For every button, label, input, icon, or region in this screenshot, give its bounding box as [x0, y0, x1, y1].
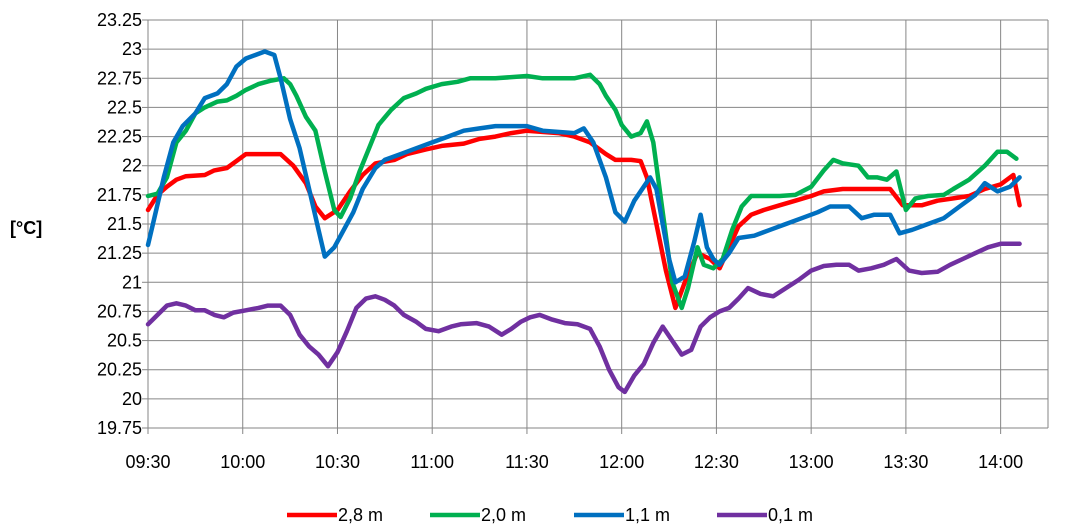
y-tick-label: 23 — [122, 39, 142, 59]
y-axis-ticks: 19.75 20 20.25 20.5 20.75 21 21.25 21.5 21.75 22 2… — [97, 10, 142, 438]
x-tick-label: 10:00 — [220, 452, 265, 472]
y-tick-label: 20.75 — [97, 301, 142, 321]
y-tick-label: 21.75 — [97, 185, 142, 205]
x-tick-label: 09:30 — [125, 452, 170, 472]
y-axis-label: [°C] — [10, 218, 42, 238]
series-lines — [145, 49, 1022, 395]
y-tick-label: 23.25 — [97, 10, 142, 30]
x-tick-label: 12:00 — [599, 452, 644, 472]
x-tick-label: 11:30 — [505, 452, 549, 472]
legend-label: 2,8 m — [338, 505, 383, 525]
y-tick-label: 20 — [122, 389, 142, 409]
x-tick-label: 14:00 — [978, 452, 1023, 472]
legend-label: 2,0 m — [481, 505, 526, 525]
grid-lines — [142, 19, 1049, 434]
series-line-0 — [145, 128, 1022, 311]
y-tick-label: 22 — [122, 156, 142, 176]
y-tick-label: 22.5 — [107, 97, 142, 117]
y-tick-label: 21.25 — [97, 243, 142, 263]
legend-label: 1,1 m — [625, 505, 670, 525]
series-line-3 — [145, 241, 1022, 395]
y-tick-label: 21.5 — [107, 214, 142, 234]
y-tick-label: 20.5 — [107, 331, 142, 351]
x-tick-label: 13:30 — [883, 452, 928, 472]
y-tick-label: 22.25 — [97, 127, 142, 147]
x-tick-label: 13:00 — [789, 452, 834, 472]
x-tick-label: 12:30 — [694, 452, 739, 472]
x-axis-ticks: 09:30 10:00 10:30 11:00 11:30 12:00 12:30 13:00… — [125, 452, 1023, 472]
y-tick-label: 19.75 — [97, 418, 142, 438]
y-tick-label: 21 — [122, 272, 142, 292]
y-tick-label: 20.25 — [97, 360, 142, 380]
legend: 2,8 m 2,0 m 1,1 m 0,1 m — [287, 505, 813, 525]
legend-label: 0,1 m — [768, 505, 813, 525]
y-tick-label: 22.75 — [97, 68, 142, 88]
x-tick-label: 11:00 — [410, 452, 454, 472]
x-tick-label: 10:30 — [315, 452, 360, 472]
series-line-2 — [145, 49, 1022, 285]
series-line-1 — [145, 72, 1019, 311]
